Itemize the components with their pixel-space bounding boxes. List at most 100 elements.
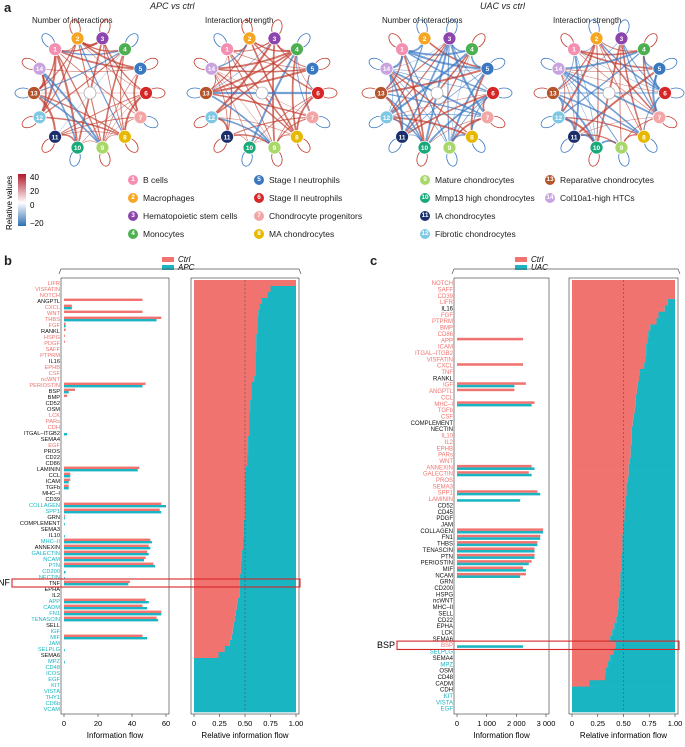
relative-treat-bar [254,376,296,383]
network-edge [620,38,660,118]
category-label: SELPLG [38,647,60,653]
relative-treat-bar [656,318,675,325]
treat-bar [64,565,156,568]
network-edge [558,68,622,148]
network-edge [447,38,451,148]
legend-dot-icon: 11 [420,211,430,221]
relative-treat-bar [237,598,296,605]
bracket [58,268,302,275]
relative-ctrl-bar [194,286,271,293]
category-label: MPZ [440,662,453,668]
relative-ctrl-bar [572,368,640,376]
ctrl-bar [64,472,71,475]
relative-ctrl-bar [572,476,628,484]
relative-ctrl-bar [572,445,631,452]
network-edge [101,38,141,118]
relative-treat-bar [194,700,296,707]
category-label: PDGF [44,341,60,347]
network-node [551,61,566,76]
network-node-label: 1 [53,47,57,54]
category-label: CXCL [45,305,60,311]
relative-ctrl-bar [194,556,242,563]
ctrl-bar [457,490,538,493]
relative-treat-bar [622,534,675,541]
network-edge [595,37,666,94]
category-label: EGF [441,707,454,713]
relative-treat-bar [626,489,675,497]
network-edge [386,38,450,118]
treat-bar [64,469,138,472]
relative-ctrl-bar [194,442,249,449]
relative-treat-bar [245,484,296,491]
ctrl-bar [64,598,146,601]
network-node [32,61,47,76]
network-node-label: 14 [383,66,391,73]
network-edge [401,48,426,148]
relative-ctrl-bar [194,316,258,323]
relative-treat-bar [625,496,675,503]
category-label: ITGAL–ITGB2 [415,351,454,357]
treat-bar [457,645,524,648]
network-node [637,42,651,57]
relative-ctrl-bar [572,324,651,332]
relative-treat-bar [620,584,675,592]
relative-treat-bar [612,629,675,637]
network-edge [595,37,660,118]
ctrl-bar [457,566,524,570]
network-node-label: 8 [642,134,646,141]
relative-treat-bar [194,664,296,671]
relative-treat-bar [621,559,675,567]
legend-dot-icon: 9 [420,175,430,185]
relative-ctrl-bar [572,305,665,313]
category-label: NCAM [435,573,453,579]
relative-treat-bar [622,546,675,554]
category-label: PTPRM [432,319,453,325]
relative-treat-bar [604,673,675,681]
treat-bar [64,325,66,328]
ctrl-bar [64,562,154,565]
network-node-label: 4 [470,47,474,54]
ctrl-bar [64,394,68,397]
treat-bar [64,607,148,610]
category-label: ncWNT [41,377,60,383]
relative-ctrl-bar [572,648,614,656]
ctrl-bar [457,337,524,341]
ctrl-bar [457,401,535,404]
network-node [290,42,304,57]
treat-bar [64,637,148,640]
highlight-box [11,578,301,588]
network-edge [573,117,660,138]
network-node-label: 7 [311,115,315,122]
category-label: PTN [441,554,453,560]
category-label: LAMININ [37,467,60,473]
category-label: LCK [441,630,453,636]
relative-ctrl-bar [572,349,647,357]
ctrl-bar [457,534,541,538]
treat-bar [457,562,529,566]
category-label: CSF [49,371,61,377]
relative-ctrl-bar [572,375,639,382]
relative-ctrl-bar [572,407,635,414]
network-edge [39,116,126,138]
network-node-label: 6 [144,91,148,98]
relative-ctrl-bar [194,454,248,461]
legend-swatch [515,265,527,270]
legend-item: 6 Stage II neutrophils [254,193,342,203]
category-label: ICAM [438,345,453,351]
relative-treat-bar [632,419,675,427]
network-node [220,42,234,57]
legend-dot-icon: 6 [254,193,264,203]
relative-treat-bar [621,553,675,560]
treat-bar [64,601,149,604]
network-node-label: 10 [421,145,429,152]
relative-ctrl-bar [194,526,244,533]
category-label: CD52 [45,401,60,407]
category-label: ANGPTL [37,299,60,305]
legend-item: 1 B cells [128,175,168,185]
network-node-label: 13 [202,91,210,98]
relative-ctrl-bar [572,623,615,630]
relative-treat-bar [620,578,675,586]
legend-item: 9 Mature chondrocytes [420,175,514,185]
treat-bar [64,307,72,310]
relative-ctrl-bar [194,652,219,659]
